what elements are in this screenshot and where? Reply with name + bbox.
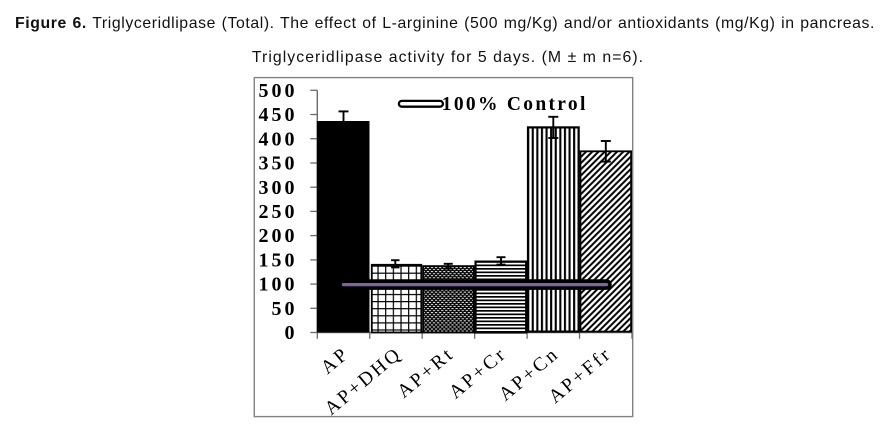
svg-text:500: 500 — [259, 80, 298, 102]
svg-text:50: 50 — [272, 298, 298, 320]
svg-text:350: 350 — [259, 153, 298, 175]
svg-text:250: 250 — [259, 201, 298, 223]
svg-text:150: 150 — [259, 249, 298, 271]
svg-text:100: 100 — [259, 274, 298, 296]
svg-text:450: 450 — [259, 104, 298, 126]
svg-text:100% Control: 100% Control — [442, 94, 588, 115]
svg-text:0: 0 — [285, 322, 298, 344]
svg-text:200: 200 — [259, 225, 298, 247]
svg-text:400: 400 — [259, 128, 298, 150]
svg-text:300: 300 — [259, 177, 298, 199]
